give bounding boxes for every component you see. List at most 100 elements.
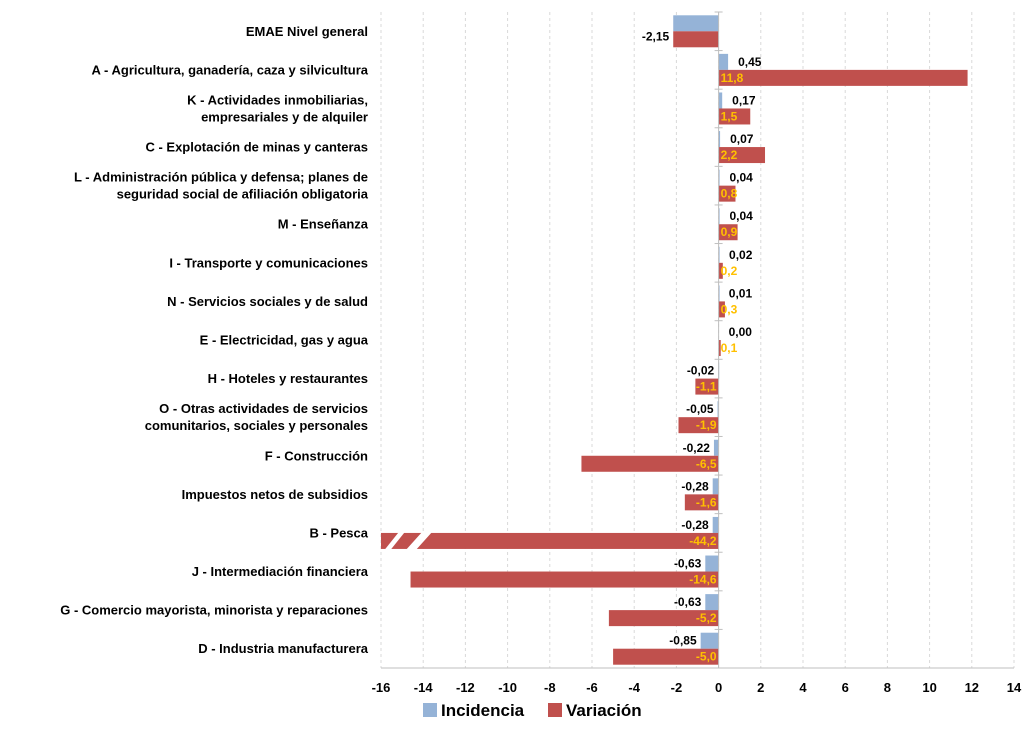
axis-layer: -16 -14 -12 -10 -8 -6 -4 -2 0 2 4 6 8 10 12 14 [372, 11, 1022, 695]
x-tick-label: -6 [586, 680, 598, 695]
category-label: N - Servicios sociales y de salud [167, 294, 368, 309]
x-tick-label: -16 [372, 680, 391, 695]
category-label: E - Electricidad, gas y agua [200, 333, 369, 348]
category-label: D - Industria manufacturera [198, 641, 369, 656]
variacion-bar [695, 378, 719, 395]
x-tick-label: -12 [456, 680, 475, 695]
x-tick-label: 12 [965, 680, 979, 695]
x-tick-label: 8 [884, 680, 891, 695]
incidencia-value-label: 0,04 [729, 171, 753, 185]
variacion-bar [718, 69, 968, 86]
incidencia-value-label: -2,15 [642, 29, 670, 43]
variacion-value-label: 0,2 [721, 264, 738, 278]
category-label: O - Otras actividades de servicios [159, 401, 368, 416]
incidencia-bar [718, 131, 721, 148]
variacion-bar [678, 417, 719, 434]
x-tick-label: -4 [628, 680, 640, 695]
incidencia-bar [718, 53, 729, 70]
category-label: empresariales y de alquiler [201, 109, 368, 124]
variacion-value-label: -1,6 [696, 495, 717, 509]
category-label: I - Transporte y comunicaciones [169, 255, 368, 270]
category-label: K - Actividades inmobiliarias, [187, 92, 368, 107]
variacion-value-label: 2,2 [721, 148, 738, 162]
incidencia-bar [713, 439, 719, 456]
variacion-value-label: 0,1 [721, 341, 738, 355]
incidencia-value-label: -0,63 [674, 595, 702, 609]
x-tick-label: 14 [1007, 680, 1022, 695]
bars-layer [381, 15, 968, 665]
category-label: J - Intermediación financiera [192, 564, 369, 579]
incidencia-value-label: -0,02 [687, 364, 715, 378]
incidencia-value-label: 0,01 [729, 286, 753, 300]
variacion-value-label: 11,8 [721, 71, 744, 85]
variacion-bar [718, 224, 738, 241]
incidencia-bar [673, 15, 719, 32]
variacion-value-label: 0,8 [721, 187, 738, 201]
x-tick-label: -10 [498, 680, 517, 695]
variacion-bar [718, 340, 721, 356]
category-label: M - Enseñanza [278, 217, 369, 232]
variacion-value-label: -1,1 [696, 380, 717, 394]
legend-label: Incidencia [441, 701, 525, 720]
category-label: C - Explotación de minas y canteras [145, 140, 368, 155]
variacion-bar [684, 494, 719, 511]
incidencia-value-label: 0,17 [732, 93, 756, 107]
incidencia-bar [705, 555, 719, 572]
variacion-value-label: 0,3 [721, 302, 738, 316]
incidencia-value-label: -0,63 [674, 557, 702, 571]
incidencia-value-label: 0,02 [729, 248, 753, 262]
variacion-value-label: -5,2 [696, 611, 717, 625]
axis-break-mark [404, 530, 433, 551]
x-tick-label: -8 [544, 680, 556, 695]
variacion-bar [673, 31, 719, 48]
category-label: A - Agricultura, ganadería, caza y silvi… [92, 62, 369, 77]
axis-break-mark [383, 530, 406, 551]
x-tick-label: 4 [799, 680, 807, 695]
incidencia-bar [717, 401, 719, 418]
variacion-bar [718, 108, 751, 125]
variacion-bar [613, 648, 719, 665]
incidencia-bar [712, 516, 719, 533]
legend-swatch [548, 703, 562, 717]
incidencia-value-label: 0,00 [729, 325, 753, 339]
x-tick-label: 0 [715, 680, 722, 695]
incidencia-bar [712, 478, 719, 495]
variacion-bar [718, 301, 725, 318]
category-label: comunitarios, sociales y personales [145, 418, 368, 433]
category-label: F - Construcción [265, 448, 368, 463]
variacion-bar [410, 571, 719, 588]
variacion-bar [718, 147, 766, 164]
x-tick-label: -14 [414, 680, 434, 695]
incidencia-value-label: -0,85 [669, 634, 697, 648]
labels-layer: EMAE Nivel general -2,15 A - Agricultura, … [60, 24, 762, 664]
variacion-value-label: -6,5 [696, 457, 717, 471]
incidencia-value-label: -0,05 [686, 402, 714, 416]
x-tick-label: 2 [757, 680, 764, 695]
category-label: B - Pesca [309, 525, 368, 540]
variacion-value-label: 1,5 [721, 109, 738, 123]
incidencia-bar [700, 632, 719, 649]
legend: Incidencia Variación [423, 701, 642, 720]
variacion-bar [581, 455, 719, 472]
incidencia-bar [718, 92, 723, 109]
variacion-bar [381, 532, 719, 549]
category-label: H - Hoteles y restaurantes [208, 371, 368, 386]
variacion-value-label: -1,9 [696, 418, 717, 432]
variacion-bar [718, 185, 736, 202]
incidencia-value-label: 0,45 [738, 55, 762, 69]
variacion-bar [718, 262, 723, 279]
category-label: L - Administración pública y defensa; pl… [74, 170, 368, 185]
category-label: Impuestos netos de subsidios [182, 487, 368, 502]
variacion-value-label: -44,2 [689, 534, 717, 548]
category-label: seguridad social de afiliación obligator… [117, 187, 369, 202]
incidencia-value-label: 0,07 [730, 132, 754, 146]
variacion-value-label: -14,6 [689, 573, 717, 587]
category-label: G - Comercio mayorista, minorista y repa… [60, 603, 368, 618]
x-tick-label: -2 [671, 680, 683, 695]
x-tick-label: 6 [842, 680, 849, 695]
incidencia-value-label: -0,28 [681, 518, 709, 532]
incidencia-value-label: -0,28 [681, 479, 709, 493]
incidencia-value-label: -0,22 [683, 441, 711, 455]
